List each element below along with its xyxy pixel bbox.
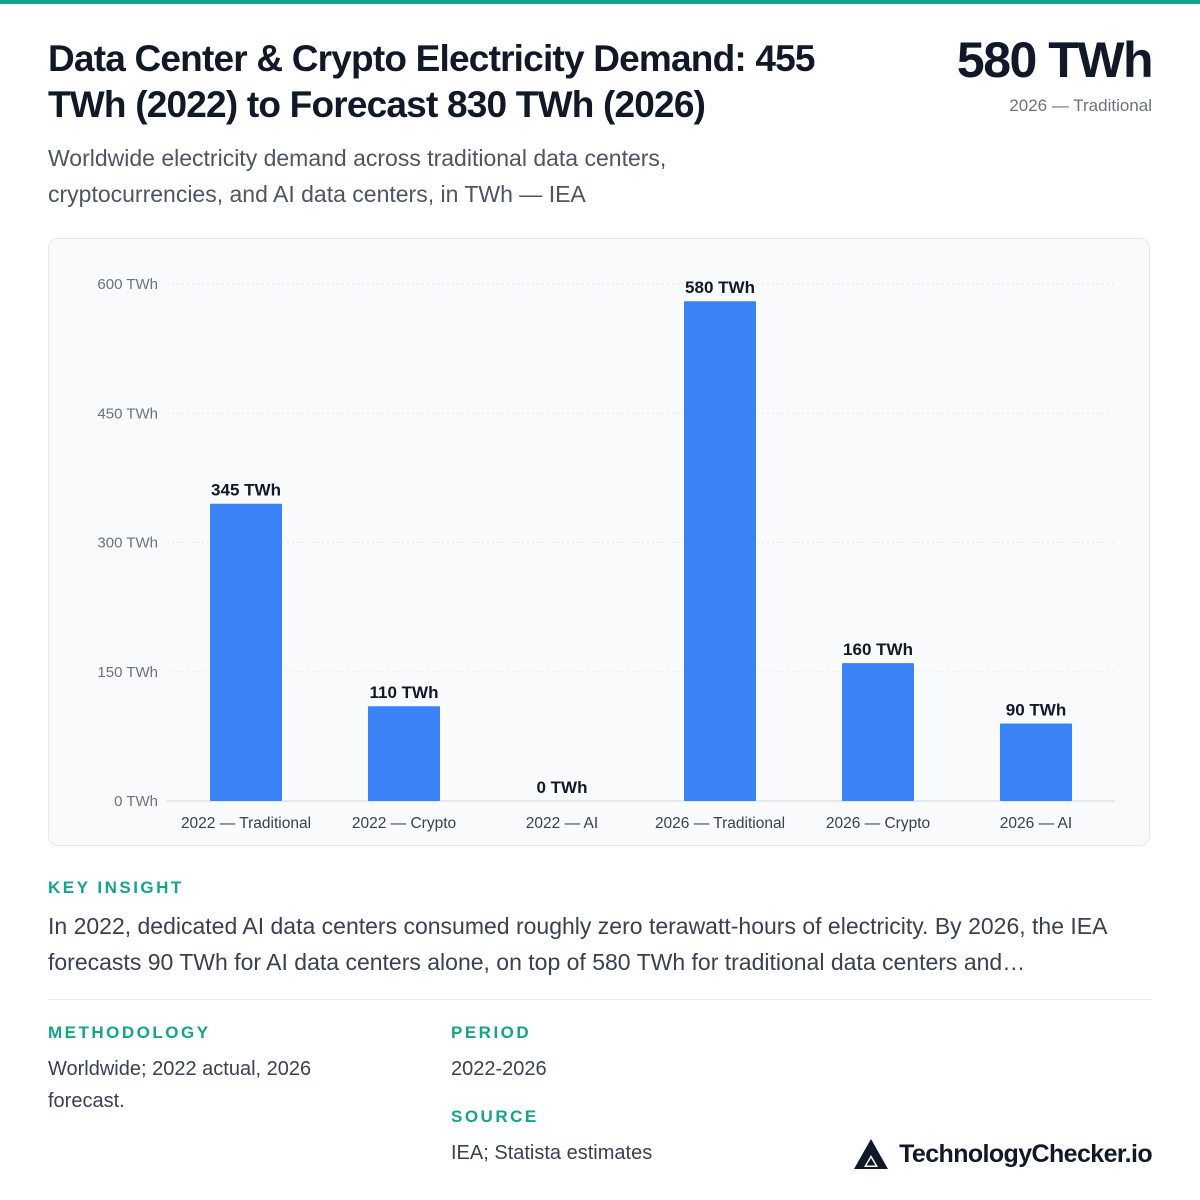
page-title: Data Center & Crypto Electricity Demand:… [48, 38, 816, 125]
x-category-label: 2022 — AI [526, 815, 598, 832]
x-category-label: 2026 — Traditional [655, 815, 785, 832]
x-category-label: 2022 — Traditional [181, 815, 311, 832]
y-tick-label: 600 TWh [97, 276, 158, 293]
bar-chart: 0 TWh 150 TWh 300 TWh 450 TWh 600 TWh 345 TWh… [97, 276, 1115, 832]
triangle-logo-icon [854, 1139, 889, 1169]
section-divider [48, 999, 1152, 1000]
bar [684, 301, 756, 801]
page-subtitle: Worldwide electricity demand across trad… [48, 145, 667, 207]
y-tick-label: 300 TWh [97, 535, 158, 552]
methodology-text: Worldwide; 2022 actual, 2026 forecast. [48, 1058, 312, 1112]
chart-card: 0 TWh 150 TWh 300 TWh 450 TWh 600 TWh 345 TWh… [48, 238, 1150, 846]
bar [842, 663, 914, 801]
key-insight-text: In 2022, dedicated AI data centers consu… [48, 913, 1107, 975]
period-text: 2022-2026 [451, 1058, 547, 1080]
x-category-label: 2026 — Crypto [826, 815, 930, 832]
methodology-label: METHODOLOGY [48, 1023, 211, 1042]
bar-value-label: 0 TWh [537, 778, 588, 797]
period-label: PERIOD [451, 1023, 532, 1042]
y-tick-label: 450 TWh [97, 405, 158, 422]
bar-value-label: 580 TWh [685, 278, 755, 297]
brand-name: TechnologyChecker.io [899, 1139, 1152, 1168]
bar-value-label: 90 TWh [1006, 700, 1066, 719]
x-category-label: 2022 — Crypto [352, 815, 456, 832]
headline-label: 2026 — Traditional [1009, 96, 1152, 115]
x-category-label: 2026 — AI [1000, 815, 1072, 832]
top-accent-rule [0, 0, 1200, 4]
headline-stat: 580 TWh 2026 — Traditional [956, 30, 1154, 118]
bar [368, 706, 440, 801]
bar-value-label: 110 TWh [370, 683, 439, 702]
headline-value: 580 TWh [956, 32, 1154, 88]
bar-value-label: 160 TWh [843, 640, 913, 659]
brand-logo: TechnologyChecker.io [853, 1134, 1153, 1174]
bar [210, 503, 282, 801]
y-tick-label: 150 TWh [97, 664, 158, 681]
y-tick-label: 0 TWh [114, 793, 158, 810]
bar [1000, 723, 1072, 801]
key-insight-label: KEY INSIGHT [48, 878, 184, 897]
bar-value-label: 345 TWh [211, 481, 281, 500]
source-label: SOURCE [451, 1107, 539, 1126]
source-text: IEA; Statista estimates [451, 1142, 653, 1164]
